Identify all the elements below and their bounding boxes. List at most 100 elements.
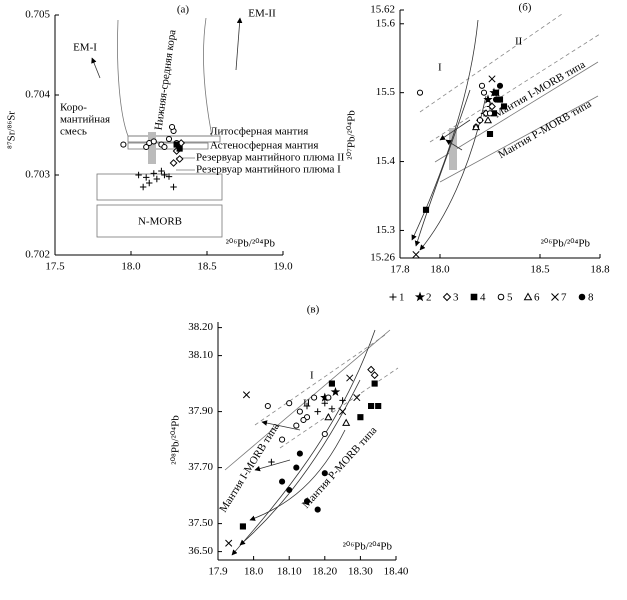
data-point	[480, 89, 488, 96]
data-point	[325, 394, 332, 401]
y-tick-label: 36.50	[188, 545, 213, 557]
data-point	[300, 416, 307, 424]
data-point	[412, 251, 420, 259]
data-point	[225, 539, 233, 547]
x-axis-label: ²⁰⁶Pb/²⁰⁴Pb	[226, 238, 276, 250]
data-point	[346, 374, 354, 382]
annotation: I	[438, 62, 442, 74]
y-tick-label: 38.10	[188, 349, 213, 361]
y-tick-label: 15.4	[376, 155, 396, 167]
data-point	[328, 380, 335, 387]
data-point	[169, 159, 178, 167]
data-point	[321, 430, 328, 438]
data-point	[357, 414, 364, 421]
x-tick-label: 18.5	[530, 264, 550, 276]
y-axis-label: ⁸⁷Sr/⁸⁶Sr	[6, 111, 18, 149]
data-point	[486, 130, 494, 138]
data-point	[422, 206, 430, 213]
panel-label: (б)	[519, 2, 532, 14]
y-tick-label: 37.70	[188, 461, 213, 473]
legend-symbol	[442, 292, 452, 302]
data-point	[330, 387, 341, 397]
data-point	[342, 418, 351, 426]
data-point	[486, 110, 494, 117]
data-point	[339, 397, 346, 404]
data-point	[153, 175, 161, 183]
data-point	[286, 486, 293, 494]
data-point	[375, 402, 382, 410]
data-point	[339, 408, 347, 416]
x-tick-label: 18.10	[277, 566, 302, 578]
y-tick-label: 0.702	[25, 249, 50, 261]
panel-label: (а)	[177, 4, 190, 16]
x-tick-label: 19.0	[273, 261, 293, 273]
data-point	[371, 380, 378, 387]
data-point	[264, 402, 271, 410]
data-point	[314, 506, 321, 513]
annotation: Астеносферная мантия	[210, 140, 318, 152]
annotation: Резервуар мантийного плюма I	[196, 164, 341, 176]
legend-label: 2	[426, 292, 432, 304]
legend-symbol	[551, 293, 559, 301]
panel-label: (в)	[307, 304, 320, 316]
x-tick-label: 18.0	[121, 261, 141, 273]
data-point	[367, 365, 375, 374]
data-point	[303, 498, 311, 505]
y-tick-label: 15.62	[370, 4, 395, 16]
data-point	[158, 167, 165, 175]
annotation: N-MORB	[138, 216, 182, 228]
y-tick-label: 15.26	[370, 252, 395, 264]
legend-symbol	[414, 291, 426, 302]
x-tick-label: 18.40	[384, 566, 409, 578]
y-axis-label: ²⁰⁸Pb/²⁰⁴Pb	[170, 415, 182, 465]
y-tick-label: 37.50	[188, 517, 213, 529]
x-tick-label: 17.9	[208, 566, 228, 578]
data-point	[488, 75, 496, 83]
y-tick-label: 38.20	[188, 321, 213, 333]
data-point	[488, 102, 496, 111]
data-point	[321, 470, 328, 477]
data-point	[314, 408, 321, 415]
data-point	[143, 174, 150, 181]
data-point	[161, 143, 168, 151]
legend-label: 5	[507, 292, 513, 304]
legend-symbol	[523, 292, 533, 301]
x-tick-label: 18.0	[430, 264, 450, 276]
data-point	[293, 464, 300, 471]
legend-symbol	[497, 293, 505, 301]
data-point	[165, 173, 173, 180]
annotation: Мантия I-MORB типа	[217, 421, 282, 515]
panel-b-shapes	[411, 13, 601, 251]
annotation: Нижняя-средняя кора	[153, 29, 179, 131]
y-axis-label: ²⁰⁷Pb/²⁰⁴Pb	[346, 110, 358, 160]
data-point	[296, 408, 303, 415]
data-point	[168, 123, 176, 131]
x-tick-label: 18.30	[348, 566, 373, 578]
data-point	[135, 171, 142, 179]
legend-symbol	[389, 293, 397, 301]
data-point	[293, 422, 300, 429]
x-tick-label: 18.5	[197, 261, 217, 273]
annotation: I	[310, 370, 314, 382]
legend-symbol	[578, 293, 586, 301]
data-point	[242, 391, 251, 399]
data-point	[150, 138, 157, 145]
panel-c-shapes	[224, 329, 399, 556]
legend-symbol	[470, 293, 478, 301]
data-point	[370, 371, 379, 380]
annotation: II	[515, 36, 523, 48]
data-point	[492, 96, 500, 103]
x-tick-label: 18.20	[312, 566, 337, 578]
data-point	[161, 171, 168, 179]
data-point	[496, 82, 504, 89]
data-point	[478, 82, 486, 89]
annotation: Литосферная мантия	[210, 126, 308, 138]
data-point	[146, 179, 153, 187]
data-point	[239, 523, 246, 530]
data-point	[139, 183, 147, 191]
y-tick-label: 15.5	[376, 86, 396, 98]
annotation: EM-II	[248, 8, 276, 20]
data-point	[165, 135, 173, 143]
data-point	[476, 117, 484, 124]
